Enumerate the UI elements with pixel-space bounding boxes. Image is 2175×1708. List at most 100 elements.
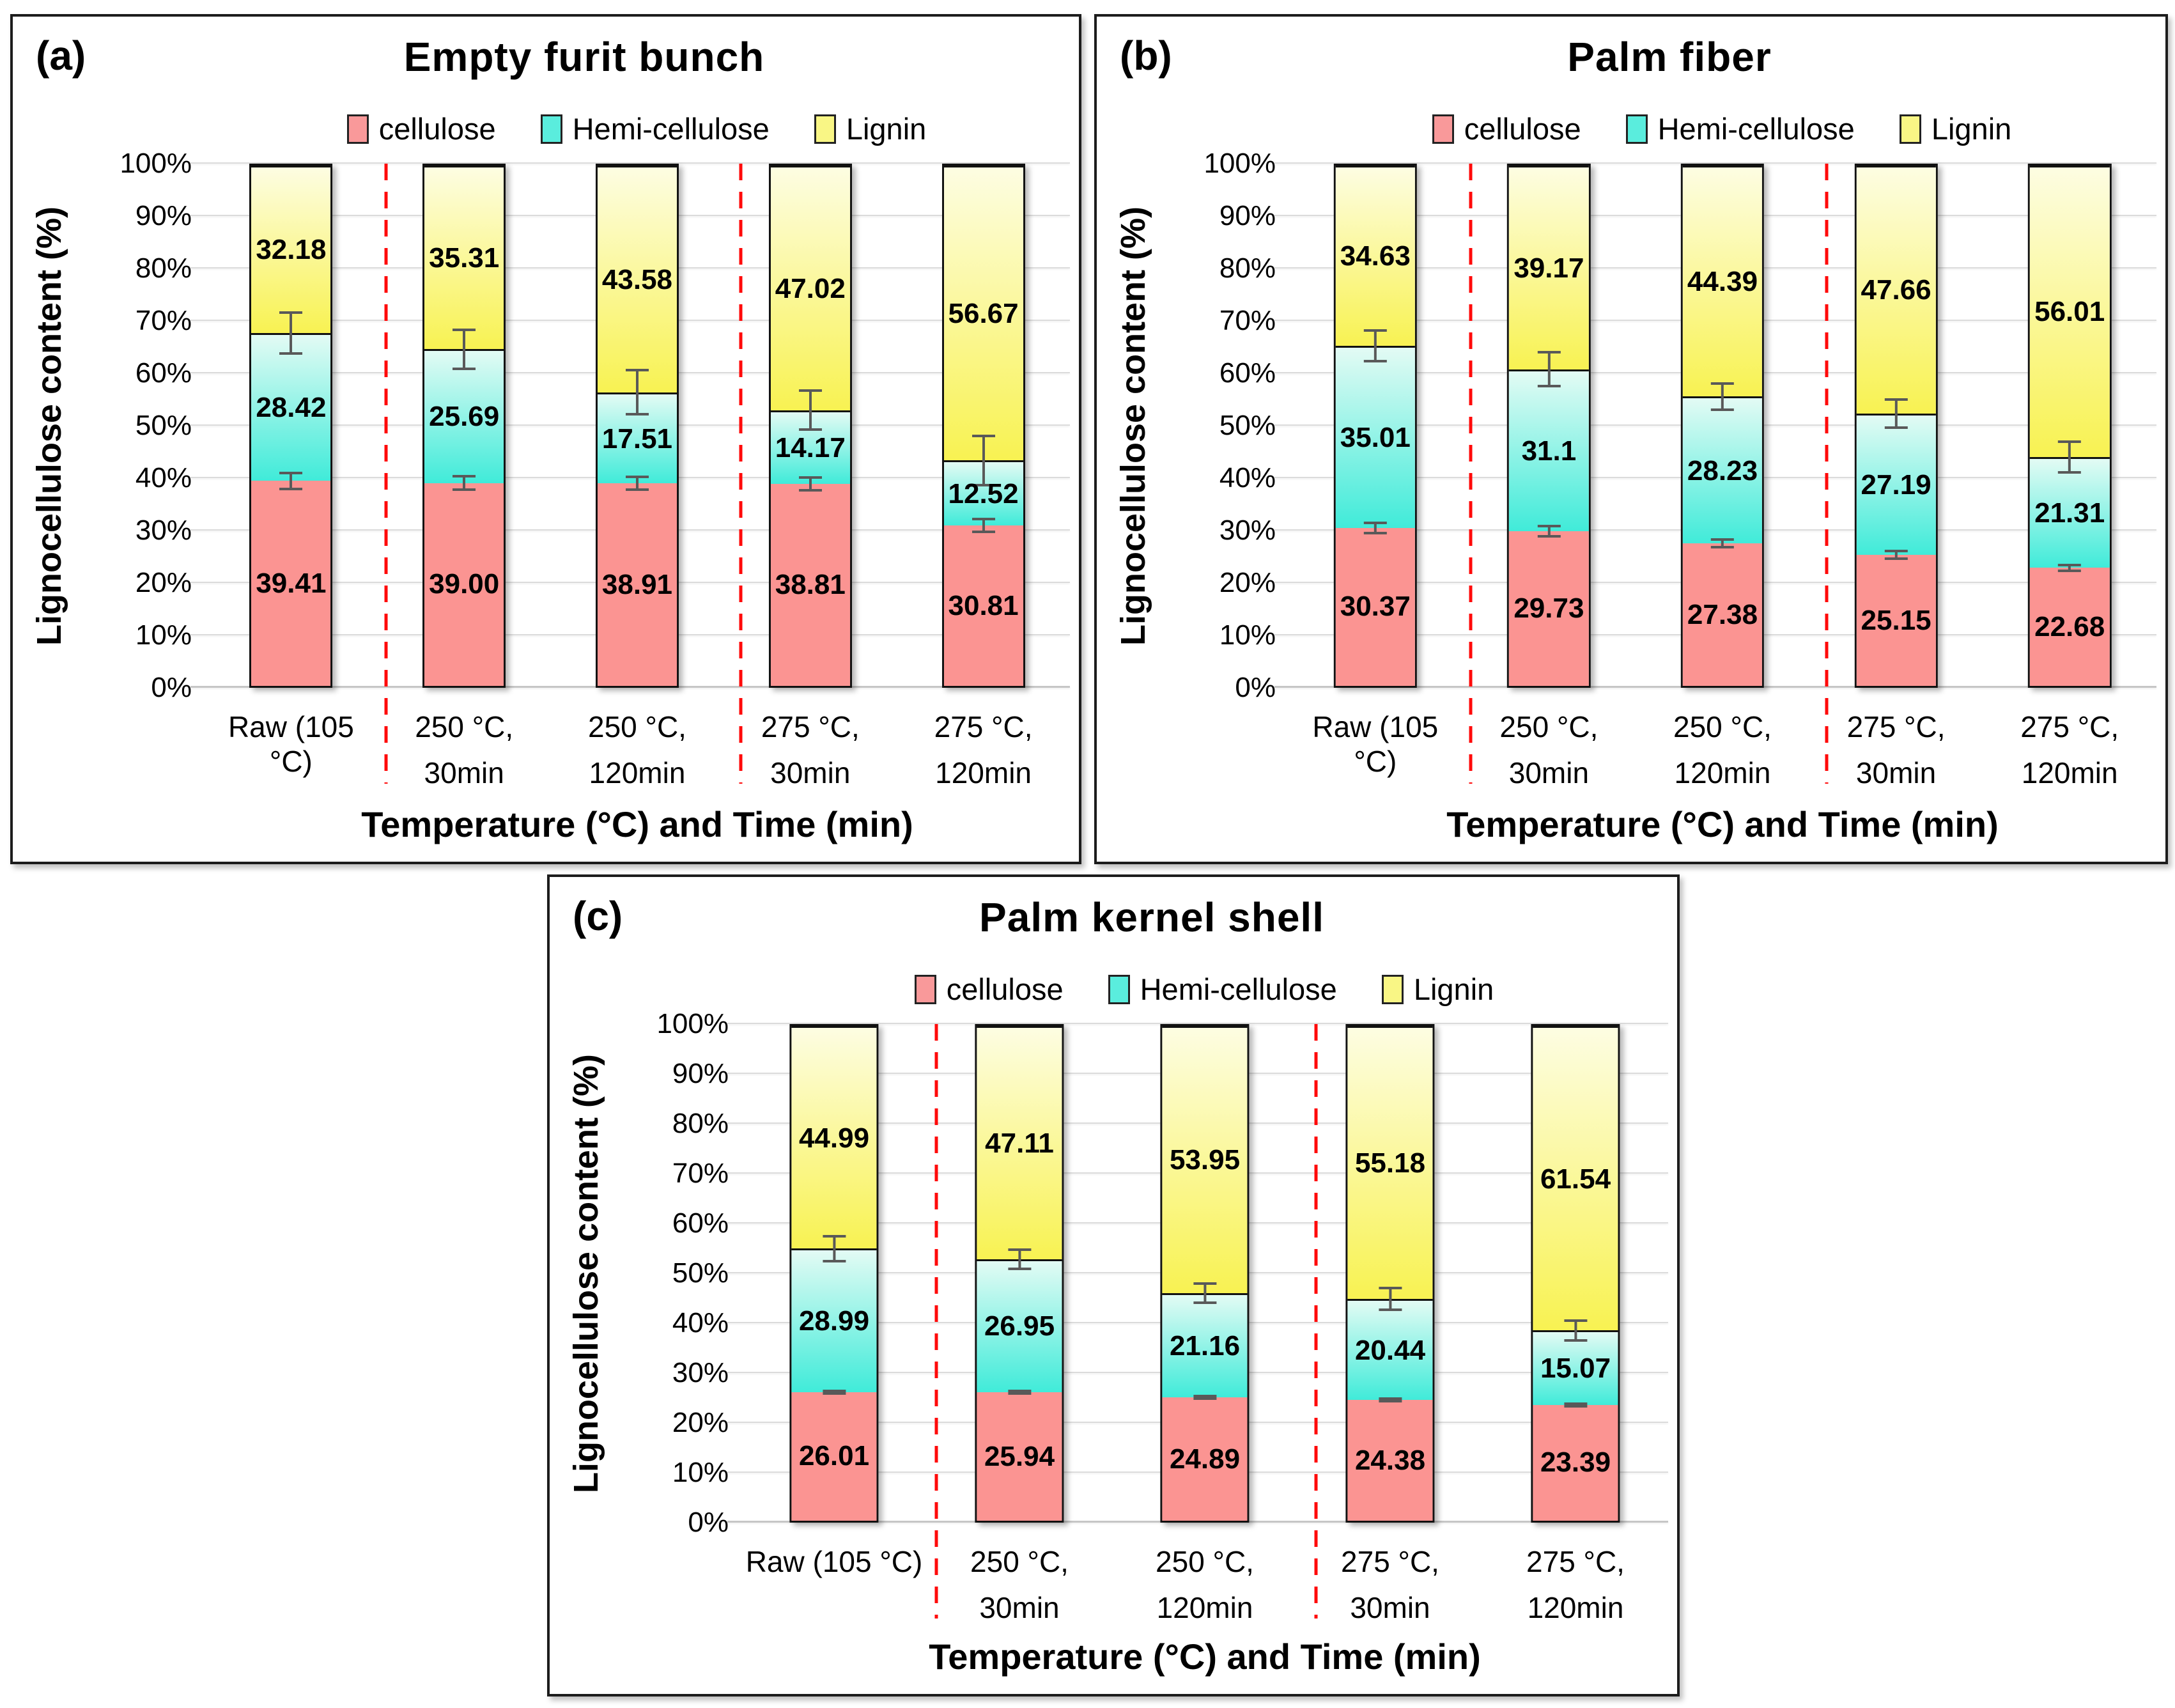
panel-letter-label: (c)	[573, 893, 623, 939]
legend-label: cellulose	[378, 112, 496, 146]
x-category-line1: 275 °C,	[1526, 1545, 1625, 1578]
x-axis-title: Temperature (°C) and Time (min)	[1446, 804, 1999, 844]
value-label: 26.01	[798, 1440, 870, 1472]
bar-slot: 38.81 14.17 47.02	[724, 164, 897, 688]
bar-slots: 26.01 28.99 44.99 25.94 26.95 47.11 24.89 21.16…	[741, 1024, 1668, 1523]
value-label: 21.31	[2034, 497, 2105, 529]
cellulose-segment: 30.81	[943, 525, 1023, 686]
bar-slot: 39.41 28.42 32.18	[205, 164, 378, 688]
cellulose-segment: 38.91	[598, 483, 677, 686]
stage-divider-line	[1314, 1024, 1318, 1619]
legend-label: Hemi-cellulose	[1657, 112, 1855, 146]
value-label: 43.58	[601, 263, 673, 295]
stacked-bar: 25.94 26.95 47.11	[975, 1024, 1064, 1523]
x-category-line1: 250 °C,	[970, 1545, 1069, 1578]
lignin-segment: 56.67	[943, 166, 1023, 461]
value-label: 28.23	[1687, 454, 1758, 486]
hemicellulose-segment: 26.95	[977, 1259, 1062, 1393]
x-category-label: Raw (105 °C)	[741, 1544, 927, 1625]
cellulose-swatch-icon	[914, 974, 936, 1004]
x-axis-title: Temperature (°C) and Time (min)	[929, 1636, 1481, 1677]
value-label: 34.63	[1340, 240, 1411, 272]
legend-label: Lignin	[1413, 972, 1494, 1006]
value-label: 38.91	[601, 568, 673, 600]
value-label: 31.1	[1521, 435, 1577, 467]
legend-label: cellulose	[1464, 112, 1581, 146]
value-label: 39.17	[1513, 252, 1584, 284]
gridline	[727, 1023, 1668, 1024]
value-label: 27.38	[1687, 598, 1758, 630]
cellulose-segment: 22.68	[2029, 568, 2110, 686]
y-tick-label: 60%	[135, 357, 192, 389]
error-bar	[1564, 1402, 1587, 1408]
stacked-bar: 24.38 20.44 55.18	[1345, 1024, 1435, 1523]
error-bar	[1363, 329, 1387, 362]
bar-slot: 30.37 35.01 34.63	[1289, 164, 1462, 688]
hemicellulose-segment: 25.69	[424, 349, 504, 483]
stacked-bar: 23.39 15.07 61.54	[1531, 1024, 1620, 1523]
x-category-line2: 30min	[424, 756, 504, 789]
error-bar	[1564, 1319, 1587, 1342]
x-category-line2: 120min	[1156, 1591, 1253, 1624]
y-tick-label: 70%	[1219, 305, 1276, 336]
x-axis-category-labels: Raw (105 °C) 250 °C, 30min 250 °C, 120min 275…	[1289, 710, 2156, 790]
hemicellulose-swatch-icon	[1625, 114, 1648, 144]
lignin-segment: 53.95	[1162, 1026, 1248, 1293]
bar-slot: 38.91 17.51 43.58	[551, 164, 724, 688]
cellulose-segment: 39.41	[251, 481, 331, 686]
y-tick-label: 0%	[688, 1507, 729, 1538]
x-category-line1: 275 °C,	[761, 710, 860, 743]
bar-slot: 27.38 28.23 44.39	[1636, 164, 1809, 688]
y-tick-label: 100%	[1204, 148, 1276, 179]
y-tick-label: 100%	[656, 1008, 729, 1039]
value-label: 47.66	[1861, 274, 1931, 306]
y-tick-label: 40%	[672, 1307, 729, 1339]
legend: cellulose Hemi-cellulose Lignin	[741, 972, 1667, 1007]
x-category-line1: 250 °C,	[1673, 710, 1772, 743]
stacked-bar: 30.81 12.52 56.67	[941, 164, 1025, 688]
x-category-line2: 120min	[2021, 756, 2118, 789]
lignin-segment: 47.11	[977, 1026, 1062, 1259]
value-label: 56.67	[948, 298, 1019, 330]
y-tick-label: 50%	[672, 1257, 729, 1289]
x-category-label: 275 °C, 30min	[724, 710, 897, 790]
y-tick-label: 40%	[1219, 462, 1276, 493]
error-bar	[453, 475, 476, 491]
x-axis-category-labels: Raw (105 °C) 250 °C, 30min 250 °C, 120min 275…	[205, 710, 1070, 790]
y-tick-label: 100%	[120, 148, 192, 179]
value-label: 35.01	[1340, 421, 1411, 453]
y-tick-label: 20%	[672, 1407, 729, 1438]
legend-item-lignin: Lignin	[814, 111, 926, 146]
legend-label: cellulose	[946, 972, 1064, 1006]
stacked-bar: 30.37 35.01 34.63	[1333, 164, 1417, 688]
cellulose-segment: 24.38	[1347, 1400, 1433, 1521]
y-tick-label: 90%	[1219, 200, 1276, 231]
plot-area: 100% 90% 80% 70% 60% 50% 40% 30% 20% 10% 0% 39.41 2…	[120, 148, 1070, 784]
lignin-swatch-icon	[1899, 114, 1921, 144]
plot-canvas: 26.01 28.99 44.99 25.94 26.95 47.11 24.89 21.16…	[727, 1023, 1668, 1619]
value-label: 32.18	[256, 234, 327, 266]
value-label: 44.39	[1687, 266, 1758, 298]
x-category-label: 250 °C, 120min	[1112, 1544, 1297, 1625]
error-bar	[453, 328, 476, 370]
x-category-line2: 30min	[1508, 756, 1590, 789]
cellulose-segment: 39.00	[424, 483, 504, 686]
stacked-bar: 38.81 14.17 47.02	[768, 164, 852, 688]
bar-slot: 22.68 21.31 56.01	[1983, 164, 2156, 688]
chart-title: Palm kernel shell	[979, 894, 1324, 940]
stacked-bar: 27.38 28.23 44.39	[1680, 164, 1765, 688]
bar-slot: 25.15 27.19 47.66	[1809, 164, 1983, 688]
x-category-line2: 120min	[935, 756, 1032, 789]
x-category-line1: 250 °C,	[1156, 1545, 1254, 1578]
stacked-bar: 39.41 28.42 32.18	[249, 164, 333, 688]
x-category-line1: 250 °C,	[1499, 710, 1598, 743]
x-category-label: 250 °C, 120min	[1636, 710, 1809, 790]
error-bar	[279, 311, 303, 355]
error-bar	[1710, 538, 1734, 549]
error-bar	[1537, 525, 1561, 538]
error-bar	[1537, 351, 1561, 388]
legend-item-hemicellulose: Hemi-cellulose	[540, 111, 770, 146]
stacked-bar: 25.15 27.19 47.66	[1854, 164, 1938, 688]
lignin-segment: 47.02	[770, 166, 850, 410]
y-tick-label: 0%	[151, 672, 192, 703]
